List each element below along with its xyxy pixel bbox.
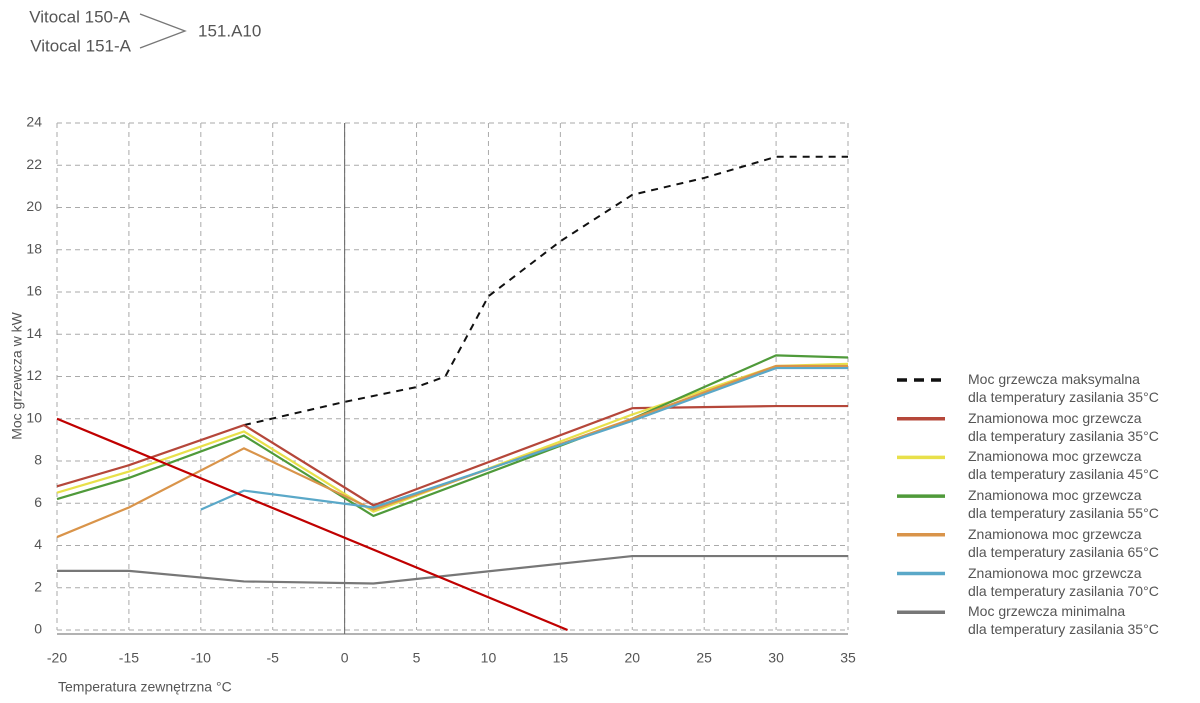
- legend-label: Znamionowa moc grzewcza dla temperatury …: [968, 564, 1159, 599]
- x-tick-label: 20: [624, 650, 640, 666]
- y-tick-label: 6: [34, 494, 42, 510]
- variant: 151.A10: [198, 21, 261, 40]
- y-tick-label: 2: [34, 578, 42, 594]
- model-name: Vitocal 151-A: [30, 36, 131, 55]
- chevron: [139, 13, 187, 49]
- y-tick-label: 10: [26, 409, 42, 425]
- x-tick-label: 25: [696, 650, 712, 666]
- y-tick-label: 20: [26, 198, 42, 214]
- x-tick-label: -10: [191, 650, 211, 666]
- x-tick-label: -5: [267, 650, 280, 666]
- y-tick-label: 18: [26, 240, 42, 256]
- y-tick-label: 0: [34, 621, 42, 637]
- x-tick-label: -15: [119, 650, 139, 666]
- x-tick-label: -20: [47, 650, 67, 666]
- series-line: [56, 364, 848, 539]
- legend-label: Znamionowa moc grzewcza dla temperatury …: [968, 448, 1159, 483]
- x-tick-label: 15: [553, 650, 569, 666]
- y-tick-label: 14: [26, 325, 42, 341]
- x-axis-title: Temperatura zewnętrzna °C: [58, 679, 232, 695]
- y-tick-label: 4: [34, 536, 42, 552]
- legend-label: Moc grzewcza minimalna dla temperatury z…: [968, 603, 1159, 638]
- y-tick-label: 12: [26, 367, 42, 383]
- series-line: [56, 404, 848, 507]
- model-name: Vitocal 150-A: [29, 7, 130, 26]
- x-tick-label: 10: [481, 650, 497, 666]
- x-tick-label: 5: [413, 650, 421, 666]
- legend-label: Znamionowa moc grzewcza dla temperatury …: [968, 409, 1159, 444]
- y-tick-label: 16: [26, 283, 42, 299]
- series-line: [243, 155, 848, 427]
- x-tick-label: 0: [341, 650, 349, 666]
- y-tick-label: 24: [26, 114, 42, 130]
- y-tick-label: 22: [26, 156, 42, 172]
- x-tick-label: 30: [768, 650, 784, 666]
- series-line: [200, 366, 848, 511]
- y-tick-label: 8: [34, 452, 42, 468]
- legend-label: Znamionowa moc grzewcza dla temperatury …: [968, 487, 1159, 522]
- x-tick-label: 35: [840, 650, 856, 666]
- series-line: [57, 554, 848, 585]
- legend-label: Moc grzewcza maksymalna dla temperatury …: [968, 371, 1159, 405]
- legend-label: Znamionowa moc grzewcza dla temperatury …: [968, 525, 1159, 560]
- y-axis-title: Moc grzewcza w kW: [9, 311, 25, 439]
- series-line: [56, 417, 568, 632]
- series-line: [56, 354, 849, 518]
